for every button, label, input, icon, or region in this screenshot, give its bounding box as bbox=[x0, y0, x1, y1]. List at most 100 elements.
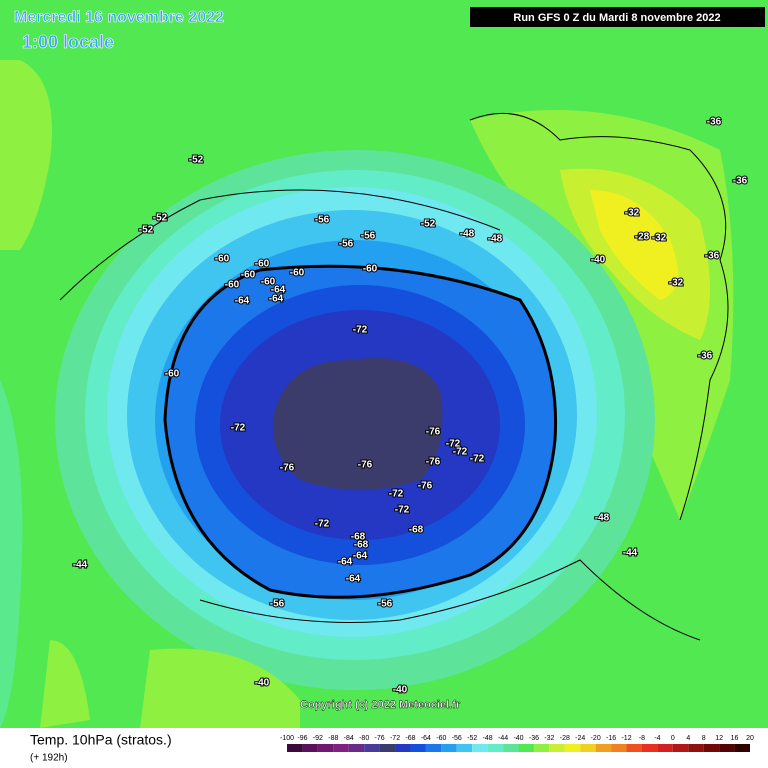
colorbar-swatch bbox=[302, 744, 318, 752]
colorbar-tick-label: -72 bbox=[390, 735, 400, 742]
colorbar-swatch bbox=[441, 744, 457, 752]
contour-label: -48 bbox=[488, 234, 503, 245]
contour-label: -60 bbox=[290, 268, 305, 279]
contour-label: -72 bbox=[470, 454, 485, 465]
colorbar-swatch bbox=[719, 744, 735, 752]
copyright: Copyright (c) 2022 Meteociel.fr bbox=[300, 699, 461, 711]
colorbar-swatch bbox=[549, 744, 565, 752]
contour-label: -32 bbox=[669, 278, 684, 289]
colorbar-swatch bbox=[364, 744, 380, 752]
contour-label: -60 bbox=[261, 277, 276, 288]
contour-label: -64 bbox=[346, 574, 361, 585]
colorbar-swatch bbox=[580, 744, 596, 752]
contour-label: -64 bbox=[271, 285, 286, 296]
colorbar-swatch bbox=[425, 744, 442, 752]
contour-label: -60 bbox=[363, 264, 378, 275]
colorbar-swatch bbox=[564, 744, 581, 752]
contour-labels: -72-72-76 -76-76-76-76-72-72-72-72-72-72-… bbox=[72, 116, 749, 697]
colorbar-tick-label: -40 bbox=[513, 735, 523, 742]
colorbar-tick-label: -28 bbox=[560, 735, 570, 742]
contour-label: -32 bbox=[625, 208, 640, 219]
contour-label: -72 bbox=[453, 447, 468, 458]
colorbar-swatch bbox=[333, 744, 349, 752]
colorbar-tick-label: 12 bbox=[715, 735, 723, 742]
colorbar-swatch bbox=[657, 744, 673, 752]
contour-label: -76 bbox=[426, 427, 441, 438]
colorbar-swatch bbox=[487, 744, 504, 752]
colorbar-tick-label: -32 bbox=[544, 735, 554, 742]
colorbar-tick-label: -88 bbox=[328, 735, 338, 742]
colorbar-swatch bbox=[641, 744, 658, 752]
contour-label: -72 bbox=[353, 325, 368, 336]
colorbar-swatch bbox=[348, 744, 365, 752]
contour-label: -56 bbox=[339, 239, 354, 250]
contour-label: -76 bbox=[280, 463, 295, 474]
time-title: 1:00 locale bbox=[22, 32, 114, 52]
contour-label: -56 bbox=[378, 599, 393, 610]
colorbar-swatch bbox=[626, 744, 642, 752]
colorbar-swatch bbox=[456, 744, 473, 752]
contour-label: -68 bbox=[409, 525, 424, 536]
colorbar-tick-label: -16 bbox=[606, 735, 616, 742]
contour-label: -72 bbox=[446, 439, 461, 450]
contour-label: -44 bbox=[623, 548, 638, 559]
contour-label: -60 bbox=[255, 259, 270, 270]
colorbar-swatch bbox=[395, 744, 411, 752]
colorbar-swatch bbox=[533, 744, 550, 752]
colorbar-tick-label: 16 bbox=[731, 735, 739, 742]
colorbar-tick-label: -64 bbox=[421, 735, 431, 742]
colorbar-tick-label: -76 bbox=[375, 735, 385, 742]
contour-label: -72 bbox=[231, 423, 246, 434]
lead-label: (+ 192h) bbox=[30, 753, 68, 764]
colorbar-swatch bbox=[317, 744, 334, 752]
contour-label: -40 bbox=[591, 255, 606, 266]
run-title: Run GFS 0 Z du Mardi 8 novembre 2022 bbox=[513, 12, 720, 24]
colorbar-tick-label: -52 bbox=[467, 735, 477, 742]
colorbar-tick-label: 0 bbox=[671, 735, 675, 742]
temperature-field bbox=[0, 60, 734, 728]
contour-label: -76 bbox=[426, 457, 441, 468]
contour-label: -64 bbox=[269, 294, 284, 305]
contour-label: -36 bbox=[733, 176, 748, 187]
contour-label: -40 bbox=[393, 685, 408, 696]
contour-label: -76 bbox=[358, 460, 373, 471]
colorbar-tick-label: -36 bbox=[529, 735, 539, 742]
colorbar-swatch bbox=[734, 744, 750, 752]
colorbar-tick-label: -4 bbox=[654, 735, 660, 742]
colorbar-tick-label: -92 bbox=[313, 735, 323, 742]
colorbar-tick-label: 4 bbox=[686, 735, 690, 742]
colorbar-swatch bbox=[672, 744, 689, 752]
colorbar-tick-label: -8 bbox=[639, 735, 645, 742]
colorbar-swatch bbox=[379, 744, 396, 752]
colorbar-swatch bbox=[410, 744, 426, 752]
colorbar-tick-label: -100 bbox=[280, 735, 294, 742]
contour-label: -32 bbox=[652, 233, 667, 244]
contour-label: -52 bbox=[189, 155, 204, 166]
contour-label: -72 bbox=[395, 505, 410, 516]
contour-label: -36 bbox=[698, 351, 713, 362]
contour-label: -44 bbox=[73, 560, 88, 571]
contour-label: -60 bbox=[225, 280, 240, 291]
colorbar-tick-label: -24 bbox=[575, 735, 585, 742]
contour-label: -60 bbox=[215, 254, 230, 265]
contour-label: -60 bbox=[241, 270, 256, 281]
colorbar-swatch bbox=[518, 744, 534, 752]
colorbar-tick-label: -68 bbox=[405, 735, 415, 742]
colorbar-tick-label: 20 bbox=[746, 735, 754, 742]
colorbar-tick-label: 8 bbox=[702, 735, 706, 742]
colorbar-swatch bbox=[611, 744, 627, 752]
colorbar-swatch bbox=[703, 744, 720, 752]
colorbar-tick-label: -84 bbox=[344, 735, 354, 742]
colorbar-tick-label: -96 bbox=[297, 735, 307, 742]
colorbar-tick-label: -12 bbox=[621, 735, 631, 742]
contour-label: -52 bbox=[153, 213, 168, 224]
contour-label: -64 bbox=[353, 551, 368, 562]
contour-label: -56 bbox=[315, 215, 330, 226]
colorbar-tick-label: -80 bbox=[359, 735, 369, 742]
colorbar-swatch bbox=[595, 744, 612, 752]
contour-label: -60 bbox=[165, 369, 180, 380]
colorbar-swatch bbox=[287, 744, 303, 752]
colorbar-swatch bbox=[503, 744, 519, 752]
run-banner bbox=[470, 7, 765, 27]
